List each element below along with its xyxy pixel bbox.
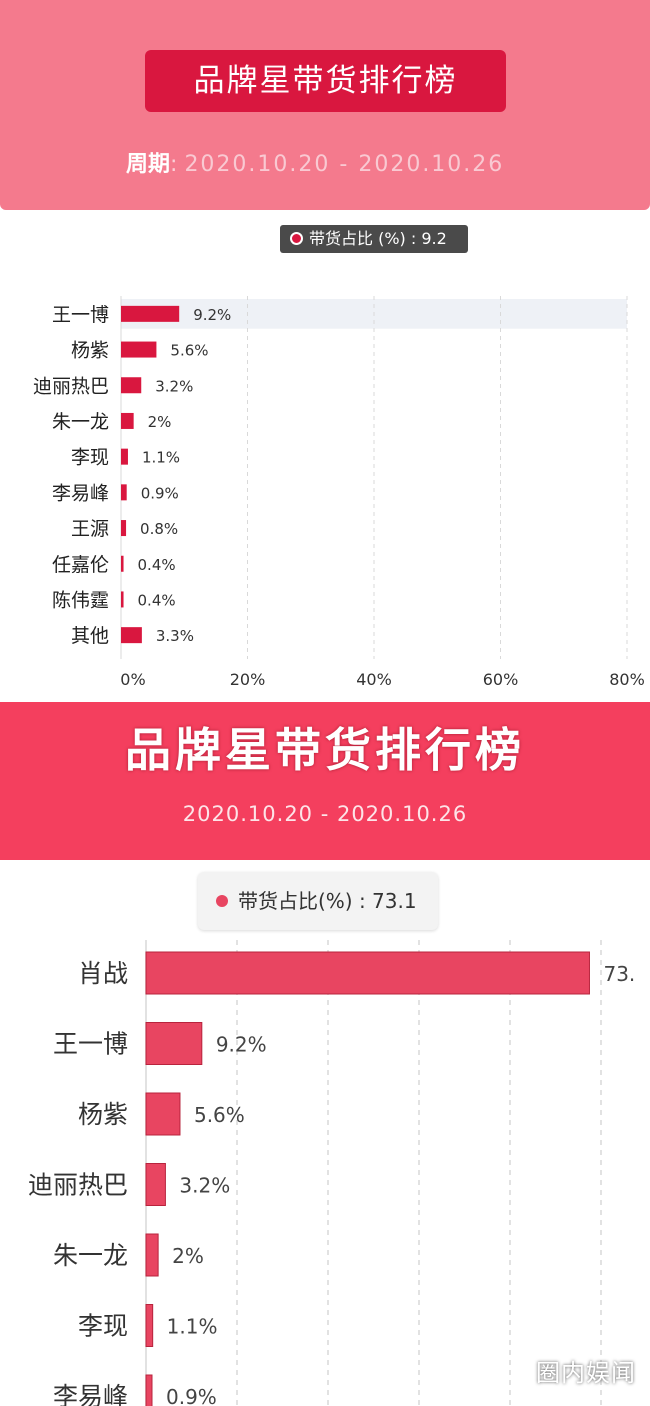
data-label: 9.2% xyxy=(216,1033,267,1057)
legend-text: 带货占比(%) : 73.1 xyxy=(238,889,417,913)
category-label: 李现 xyxy=(78,1312,128,1341)
top-tooltip: 带货占比 (%) : 9.2 xyxy=(280,225,468,253)
bar xyxy=(121,520,127,537)
category-label: 迪丽热巴 xyxy=(28,1171,128,1200)
category-label: 任嘉伦 xyxy=(52,554,109,576)
data-label: 3.3% xyxy=(156,627,194,645)
bottom-chart-title: 品牌星带货排行榜 xyxy=(125,723,525,777)
data-label: 73. xyxy=(603,962,635,986)
data-label: 5.6% xyxy=(170,342,208,360)
data-label: 3.2% xyxy=(179,1174,230,1198)
x-tick-label: 40% xyxy=(356,670,392,689)
bar xyxy=(121,412,134,429)
bar xyxy=(145,1374,153,1406)
x-tick-label: 20% xyxy=(230,670,266,689)
data-label: 2% xyxy=(172,1244,204,1268)
top-header-banner: 品牌星带货排行榜 周期: 2020.10.20 - 2020.10.26 xyxy=(0,0,650,210)
category-label: 李易峰 xyxy=(53,1382,128,1406)
bar xyxy=(145,951,590,995)
bar xyxy=(145,1233,159,1277)
period-value: 2020.10.20 - 2020.10.26 xyxy=(184,152,505,177)
data-label: 1.1% xyxy=(142,449,180,467)
bottom-period-value: 2020.10.20 - 2020.10.26 xyxy=(182,802,468,826)
category-label: 王源 xyxy=(71,518,109,540)
x-tick-label: 0% xyxy=(120,670,145,689)
data-label: 0.4% xyxy=(138,591,176,609)
bar xyxy=(121,305,180,322)
x-tick-label: 80% xyxy=(609,670,645,689)
category-label: 肖战 xyxy=(78,959,128,988)
category-label: 杨紫 xyxy=(78,1100,128,1129)
bar xyxy=(145,1022,203,1065)
category-label: 李易峰 xyxy=(52,482,109,504)
x-tick-label: 60% xyxy=(483,670,519,689)
tooltip-dot-icon xyxy=(290,232,303,245)
data-label: 0.9% xyxy=(141,484,179,502)
data-label: 2% xyxy=(148,413,172,431)
bar xyxy=(121,591,124,608)
category-label: 王一博 xyxy=(53,1030,128,1059)
top-chart-title: 品牌星带货排行榜 xyxy=(145,50,506,112)
data-label: 3.2% xyxy=(155,377,193,395)
bar xyxy=(121,341,157,358)
bar xyxy=(121,484,127,501)
legend-dot-icon xyxy=(216,894,228,907)
data-label: 5.6% xyxy=(194,1103,245,1127)
top-period-line: 周期: 2020.10.20 - 2020.10.26 xyxy=(126,146,504,178)
bar xyxy=(121,627,142,644)
tooltip-text: 带货占比 (%) : 9.2 xyxy=(309,229,447,248)
period-separator: : xyxy=(170,152,178,177)
category-label: 王一博 xyxy=(52,304,109,326)
category-label: 朱一龙 xyxy=(52,411,109,433)
watermark-text: 圈内娱闻 xyxy=(536,1359,636,1387)
data-label: 0.9% xyxy=(166,1385,217,1406)
bar xyxy=(145,1163,166,1206)
bar xyxy=(121,448,128,465)
data-label: 0.4% xyxy=(138,556,176,574)
category-label: 朱一龙 xyxy=(53,1241,128,1270)
bottom-bar-chart: 肖战 73. 王一博 9.2% 杨紫 5.6% 迪丽热巴 3.2% 朱一龙 2% 李现 1.1% 李易峰… xyxy=(28,940,635,1406)
data-label: 9.2% xyxy=(193,306,231,324)
bar xyxy=(121,377,142,394)
category-label: 杨紫 xyxy=(71,340,109,362)
data-label: 0.8% xyxy=(140,520,178,538)
bar xyxy=(145,1304,154,1347)
bottom-header-banner: 品牌星带货排行榜 2020.10.20 - 2020.10.26 xyxy=(0,702,650,860)
bar xyxy=(145,1092,181,1136)
period-label: 周期 xyxy=(126,152,171,177)
top-bar-chart: 0% 20% 40% 60% 80% 王一博 9.2% 杨紫 5.6% 迪丽热巴 3.2% 朱一龙 2%… xyxy=(33,296,645,689)
data-label: 1.1% xyxy=(167,1315,218,1339)
bar xyxy=(121,555,124,572)
category-label: 迪丽热巴 xyxy=(33,375,109,397)
category-label: 其他 xyxy=(71,625,109,647)
category-label: 陈伟霆 xyxy=(52,589,109,611)
category-label: 李现 xyxy=(71,447,109,469)
bottom-legend: 带货占比(%) : 73.1 xyxy=(198,872,438,930)
